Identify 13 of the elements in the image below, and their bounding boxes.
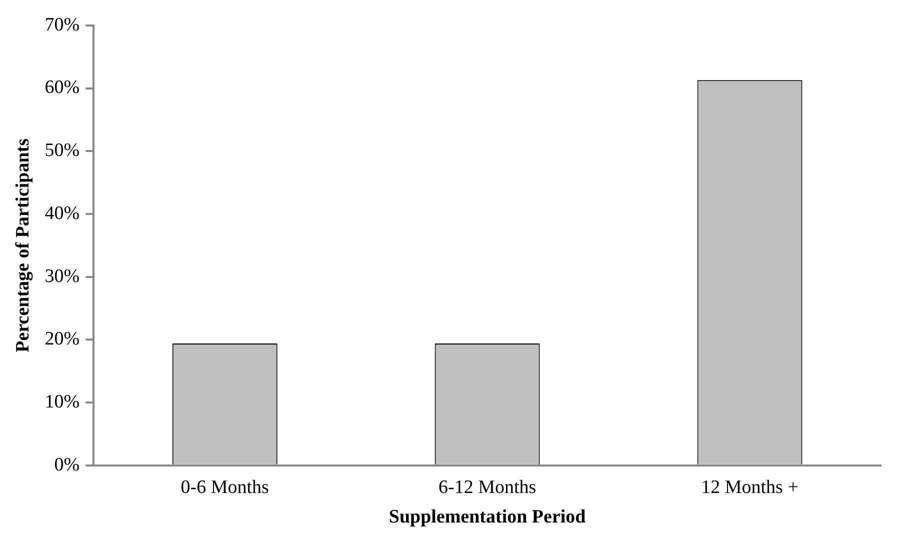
- y-tick-label: 50%: [44, 140, 80, 162]
- y-tick-label: 30%: [44, 266, 80, 287]
- y-tick-label: 0%: [54, 454, 80, 476]
- x-tick-label: 12 Months +: [701, 476, 798, 498]
- y-tick-label: 60%: [44, 77, 80, 98]
- y-tick-label: 10%: [44, 392, 80, 413]
- y-tick-label: 20%: [44, 328, 80, 350]
- x-axis-title: Supplementation Period: [388, 506, 586, 528]
- y-axis-title: Percentage of Participants: [12, 138, 34, 352]
- y-tick-label: 40%: [44, 202, 80, 224]
- x-tick-label: 0-6 Months: [180, 476, 269, 498]
- x-tick-label: 6-12 Months: [438, 476, 536, 498]
- y-tick-label: 70%: [44, 14, 80, 36]
